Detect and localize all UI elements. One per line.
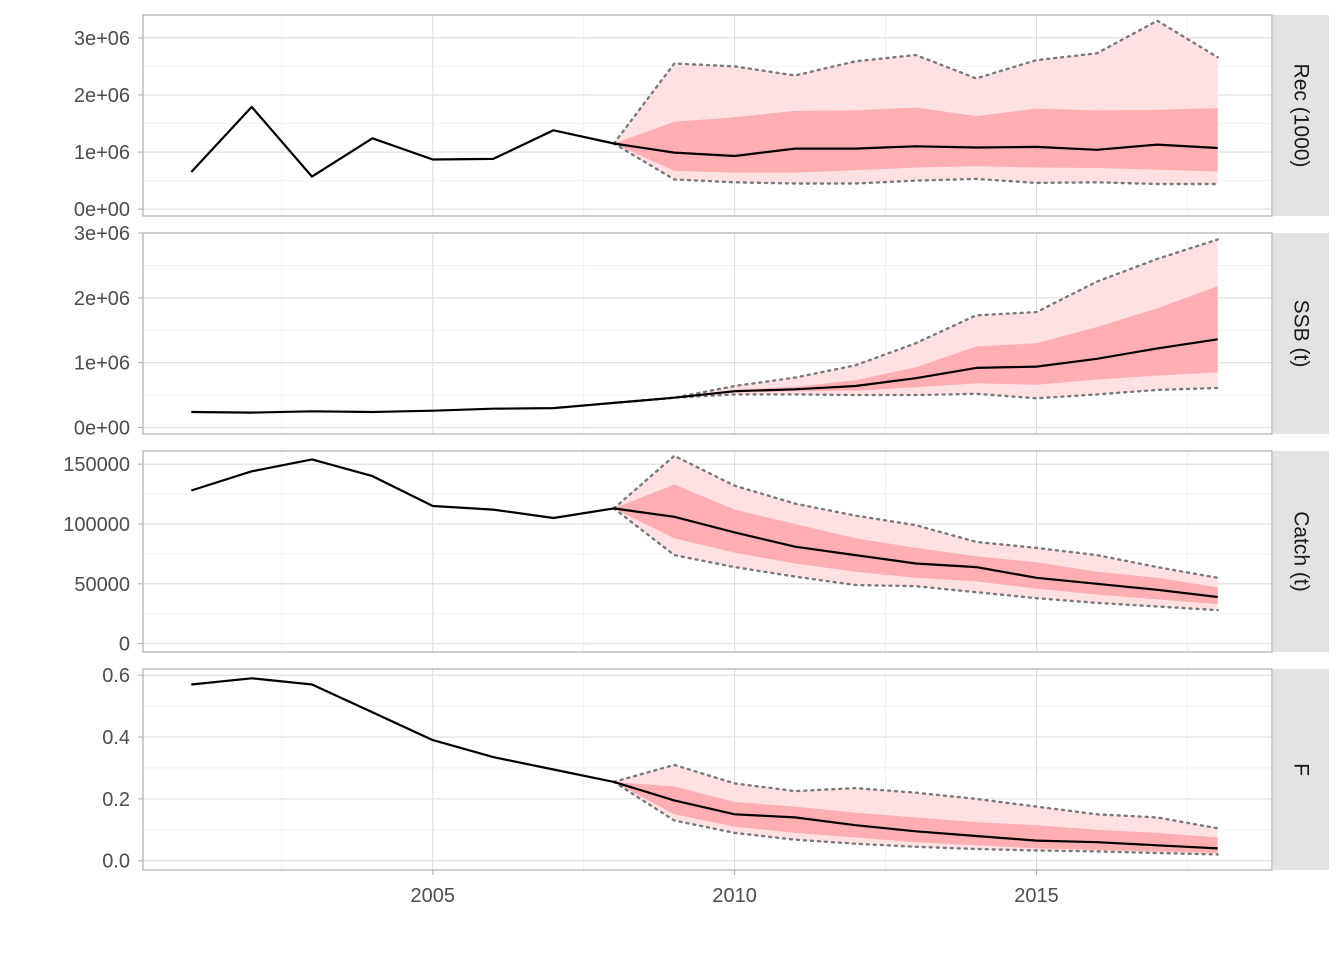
- upper-quantile-line: [612, 238, 1219, 405]
- y-tick-label: 0e+00: [74, 418, 130, 440]
- upper-quantile-line: [612, 763, 1219, 830]
- facet-strip-label: SSB (t): [1290, 300, 1313, 368]
- y-tick-label: 0.4: [102, 727, 130, 749]
- inner-interval-band: [613, 781, 1218, 853]
- facet-strip: [1273, 15, 1329, 216]
- y-tick-label: 0e+00: [74, 199, 130, 221]
- y-tick-label: 0.6: [102, 665, 130, 687]
- panel-ssb: 0e+00 1e+06 2e+06 3e+06 SSB (t): [74, 223, 1329, 440]
- x-tick-label: 2005: [411, 885, 456, 907]
- panel-rec: 0e+00 1e+06 2e+06 3e+06 Rec (1000): [74, 14, 1329, 221]
- lower-quantile-line: [612, 142, 1219, 186]
- panel-border: [142, 450, 1273, 653]
- panel-border: [142, 232, 1273, 435]
- facet-strip: [1273, 233, 1329, 434]
- median-line: [191, 338, 1218, 414]
- y-tick-label: 100000: [63, 514, 130, 536]
- upper-quantile-line: [612, 19, 1219, 145]
- y-tick-label: 3e+06: [74, 223, 130, 245]
- median-line: [190, 105, 1218, 178]
- lower-quantile-line: [612, 386, 1219, 405]
- facet-strip-label: F: [1290, 763, 1313, 776]
- inner-interval-band: [613, 107, 1218, 173]
- median-line: [191, 677, 1218, 850]
- panel-f: 0.0 0.2 0.4 0.6 F 2005 2010 2015: [102, 665, 1329, 907]
- median-line: [190, 458, 1218, 599]
- facet-strip-label: Catch (t): [1290, 511, 1313, 592]
- x-tick-label: 2010: [712, 885, 757, 907]
- inner-interval-band: [613, 286, 1218, 403]
- upper-quantile-line: [612, 454, 1219, 579]
- y-tick-label: 2e+06: [74, 85, 130, 107]
- y-tick-label: 150000: [63, 454, 130, 476]
- inner-interval-band: [613, 484, 1218, 605]
- facet-strip: [1273, 451, 1329, 652]
- y-tick-label: 50000: [74, 574, 130, 596]
- y-tick-label: 0.2: [102, 789, 130, 811]
- x-tick-label: 2015: [1014, 885, 1059, 907]
- y-tick-label: 0: [119, 634, 130, 656]
- y-tick-label: 2e+06: [74, 288, 130, 310]
- lower-quantile-line: [612, 780, 1219, 856]
- y-tick-label: 1e+06: [74, 142, 130, 164]
- panel-border: [142, 668, 1273, 871]
- y-tick-label: 1e+06: [74, 353, 130, 375]
- panel-border: [142, 14, 1273, 217]
- facet-strip-label: Rec (1000): [1290, 64, 1313, 168]
- facet-strip: [1273, 669, 1329, 870]
- panel-catch: 0 50000 100000 150000 Catch (t): [63, 450, 1329, 656]
- y-tick-label: 3e+06: [74, 28, 130, 50]
- y-tick-label: 0.0: [102, 851, 130, 873]
